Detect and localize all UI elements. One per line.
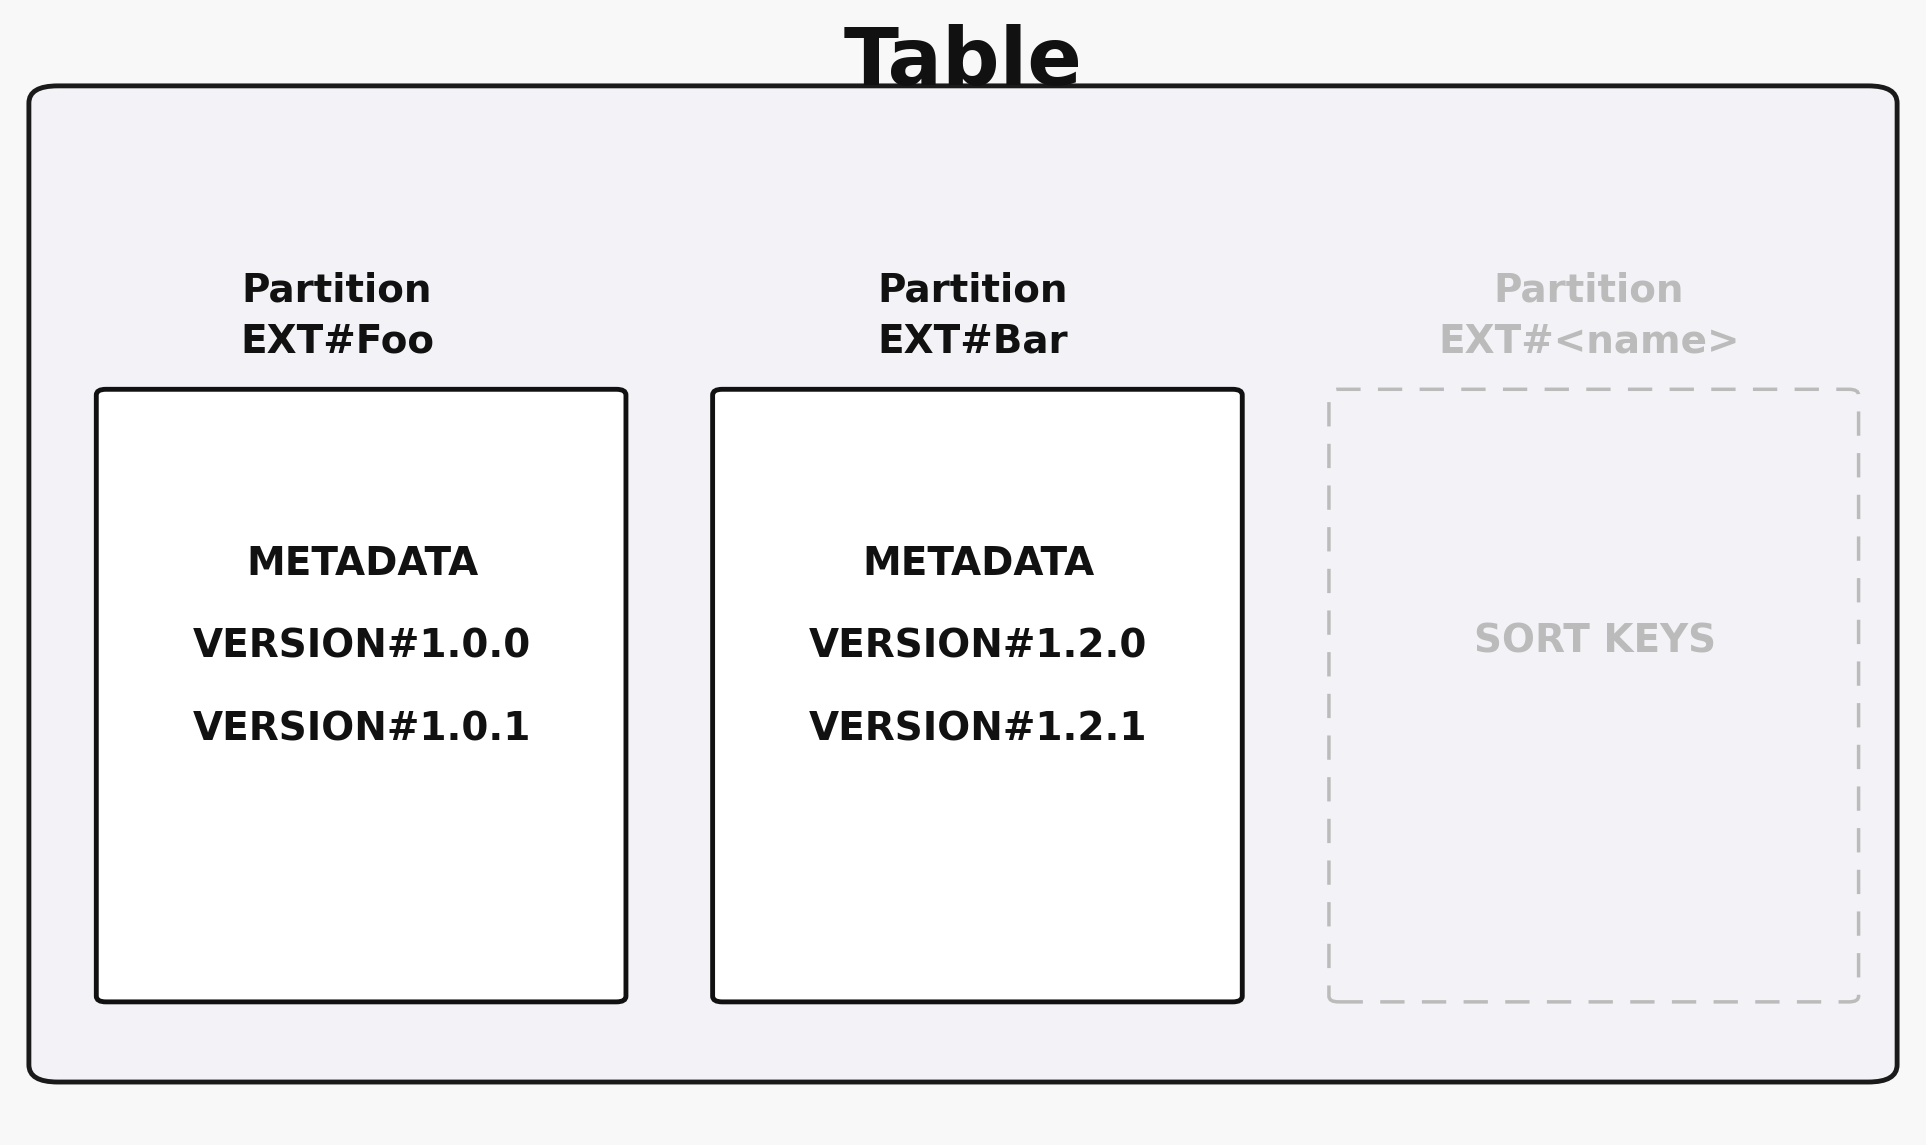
Text: VERSION#1.0.1: VERSION#1.0.1: [193, 710, 532, 749]
Text: VERSION#1.2.1: VERSION#1.2.1: [809, 710, 1148, 749]
Text: Partition: Partition: [1495, 271, 1683, 309]
Text: Partition: Partition: [243, 271, 431, 309]
FancyBboxPatch shape: [96, 389, 626, 1002]
Text: VERSION#1.2.0: VERSION#1.2.0: [809, 627, 1148, 666]
Text: EXT#<name>: EXT#<name>: [1439, 323, 1739, 361]
Text: Table: Table: [844, 24, 1082, 102]
Text: METADATA: METADATA: [863, 545, 1094, 584]
Text: EXT#Bar: EXT#Bar: [878, 323, 1067, 361]
FancyBboxPatch shape: [29, 86, 1897, 1082]
Text: METADATA: METADATA: [247, 545, 478, 584]
Text: SORT KEYS: SORT KEYS: [1473, 622, 1716, 661]
Text: EXT#Foo: EXT#Foo: [241, 323, 433, 361]
Text: VERSION#1.0.0: VERSION#1.0.0: [193, 627, 532, 666]
FancyBboxPatch shape: [713, 389, 1242, 1002]
FancyBboxPatch shape: [1329, 389, 1859, 1002]
Text: Partition: Partition: [878, 271, 1067, 309]
